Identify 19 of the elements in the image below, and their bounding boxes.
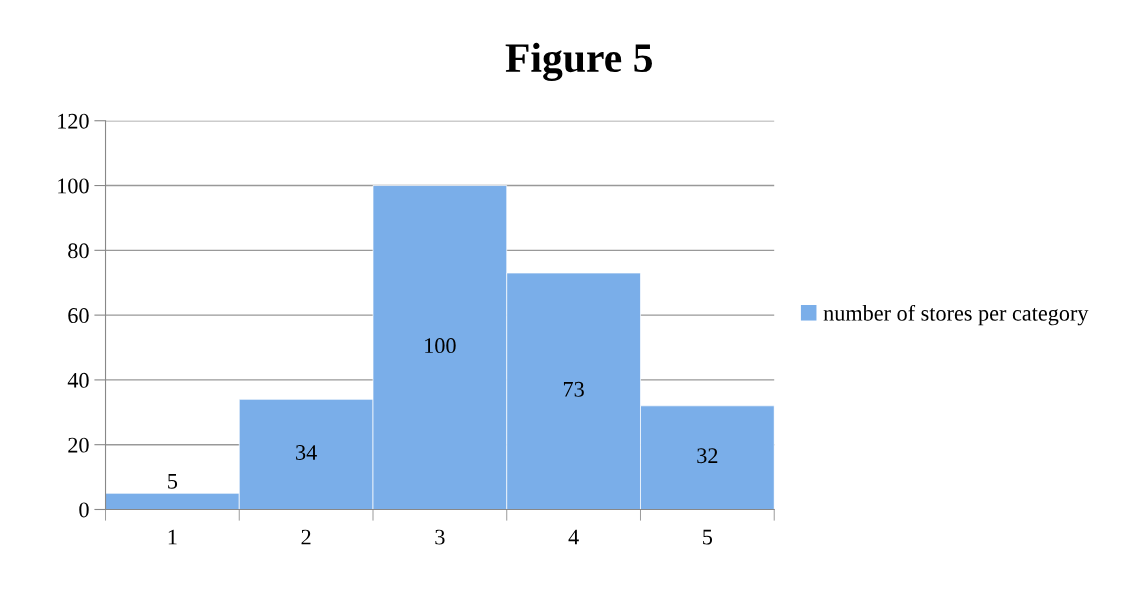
data-label: 73 — [563, 381, 584, 397]
y-tick-label: 120 — [58, 113, 89, 129]
y-tick-label: 0 — [79, 502, 89, 518]
x-tick-label: 1 — [168, 529, 177, 545]
x-tick-label: 3 — [435, 529, 445, 545]
x-tick-label: 5 — [703, 529, 713, 545]
legend-label: number of stores per category — [823, 304, 1089, 326]
data-label: 100 — [425, 338, 456, 354]
y-tick-label: 60 — [68, 308, 89, 324]
x-tick-label: 4 — [568, 529, 579, 545]
x-tick-label: 2 — [301, 529, 311, 545]
data-label: 5 — [168, 474, 178, 489]
chart-title: Figure 5 — [505, 42, 652, 81]
y-tick-label: 100 — [58, 178, 89, 194]
y-tick-label: 80 — [68, 243, 89, 259]
y-tick-label: 20 — [68, 437, 89, 453]
data-label: 32 — [697, 448, 718, 464]
y-tick-label: 40 — [67, 372, 89, 388]
data-label: 34 — [296, 445, 317, 460]
